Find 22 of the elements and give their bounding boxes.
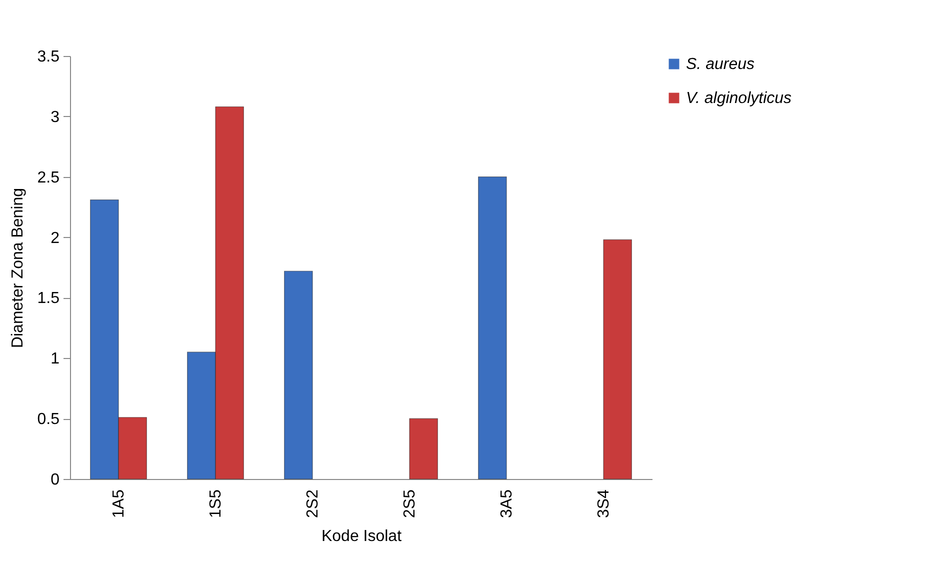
x-tick-label: 2S5 [402, 489, 418, 518]
x-tick-label: 1A5 [110, 489, 128, 518]
x-tick-label: 1S5 [208, 489, 224, 518]
bar [478, 176, 507, 480]
bar [284, 270, 313, 480]
bar [603, 239, 632, 480]
x-tick-label: 3S4 [596, 489, 612, 518]
y-tick-label: 3.5 [37, 48, 60, 66]
y-tick-label: 1 [50, 350, 60, 368]
legend-label: S. aureus [686, 56, 754, 73]
y-tick-label: 0 [50, 472, 60, 488]
y-axis-title: Diameter Zona Bening [9, 188, 26, 348]
x-tick-label: 2S2 [304, 489, 322, 518]
y-tick-label: 3 [50, 108, 60, 126]
y-tick-label: 2.5 [37, 169, 60, 186]
y-tick-label: 1.5 [37, 290, 60, 308]
x-tick-label: 3A5 [498, 489, 516, 518]
y-tick-label: 2 [50, 230, 60, 247]
bar [409, 418, 438, 480]
legend-label: V. alginolyticus [686, 90, 792, 107]
x-axis-title: Kode Isolat [321, 528, 402, 545]
y-tick-label: 0.5 [37, 411, 60, 428]
